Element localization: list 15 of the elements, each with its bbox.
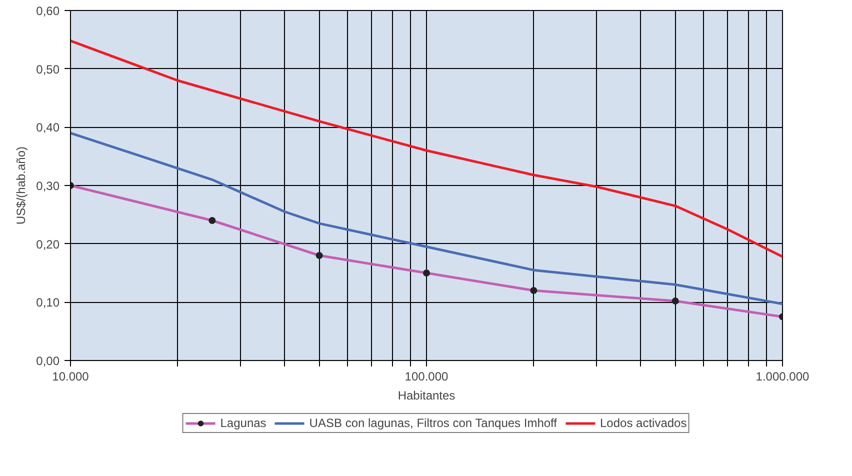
legend-label: UASB con lagunas, Filtros con Tanques Imhoff <box>309 416 558 430</box>
y-tick-label: 0,50 <box>36 62 60 76</box>
y-tick-label: 0,30 <box>36 179 60 193</box>
x-axis-title: Habitantes <box>398 388 456 402</box>
y-tick-label: 0,10 <box>36 296 60 310</box>
legend-label: Lagunas <box>220 416 266 430</box>
y-axis-title: US$/(hab.año) <box>14 146 28 225</box>
x-tick-label: 10.000 <box>52 370 90 384</box>
y-tick-label: 0,20 <box>36 237 60 252</box>
y-tick-label: 0,60 <box>36 4 60 18</box>
legend-label: Lodos activados <box>600 416 687 430</box>
x-tick-label: 1.000.000 <box>756 370 810 384</box>
y-tick-label: 0,00 <box>36 354 60 368</box>
x-tick-label: 100.000 <box>404 370 449 384</box>
y-tick-label: 0,40 <box>36 120 60 135</box>
